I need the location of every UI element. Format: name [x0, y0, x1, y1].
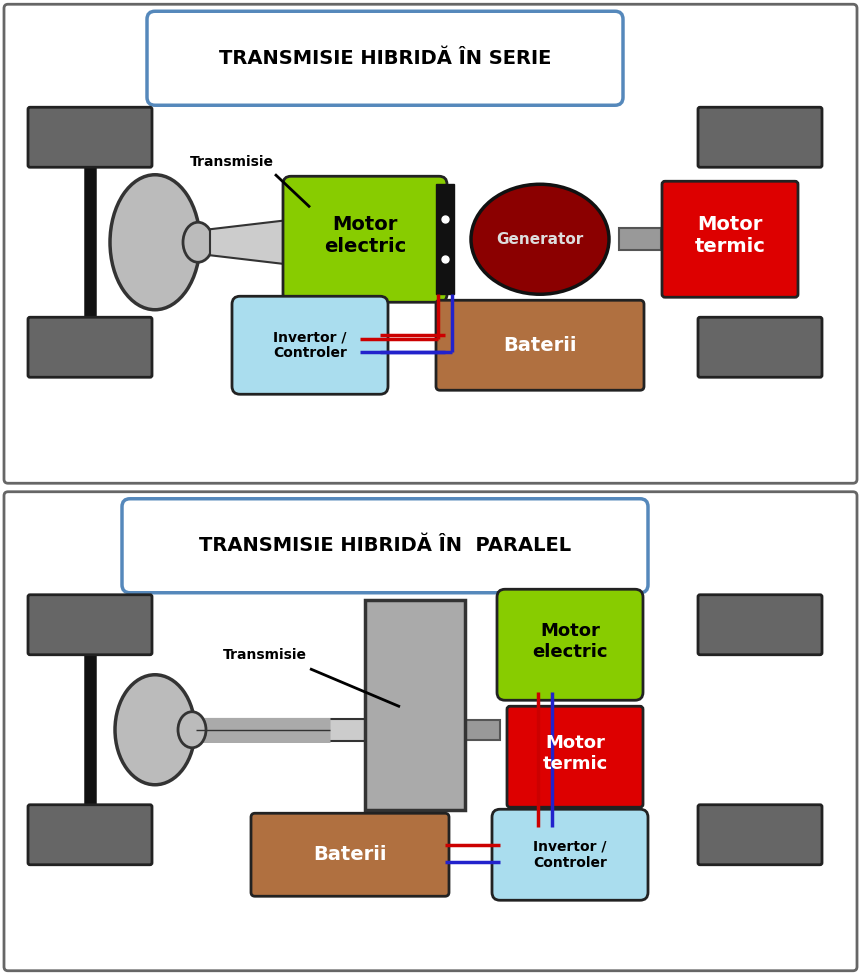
Text: TRANSMISIE HIBRIDĂ ÎN  PARALEL: TRANSMISIE HIBRIDĂ ÎN PARALEL [199, 536, 571, 555]
Ellipse shape [115, 675, 195, 785]
Ellipse shape [110, 175, 200, 310]
FancyBboxPatch shape [497, 589, 643, 700]
FancyBboxPatch shape [662, 181, 798, 297]
Bar [619, 228, 661, 251]
Text: Motor
termic: Motor termic [695, 214, 765, 255]
FancyBboxPatch shape [283, 176, 447, 302]
FancyBboxPatch shape [28, 317, 152, 377]
Text: Motor
termic: Motor termic [542, 734, 608, 773]
Ellipse shape [178, 712, 206, 748]
Text: Motor
electric: Motor electric [324, 214, 406, 255]
FancyBboxPatch shape [492, 809, 648, 900]
Text: TRANSMISIE HIBRIDĂ ÎN SERIE: TRANSMISIE HIBRIDĂ ÎN SERIE [219, 49, 551, 67]
FancyBboxPatch shape [28, 595, 152, 655]
FancyBboxPatch shape [232, 296, 388, 394]
FancyBboxPatch shape [698, 107, 822, 168]
Text: Baterii: Baterii [313, 845, 387, 864]
FancyBboxPatch shape [4, 491, 857, 971]
FancyBboxPatch shape [698, 804, 822, 865]
Bar [365, 600, 465, 810]
Text: Invertor /
Controler: Invertor / Controler [533, 839, 607, 870]
FancyBboxPatch shape [28, 804, 152, 865]
Text: Baterii: Baterii [503, 335, 577, 355]
FancyBboxPatch shape [147, 12, 623, 105]
FancyBboxPatch shape [507, 706, 643, 807]
FancyBboxPatch shape [4, 4, 857, 484]
Bar [196, 719, 434, 741]
Text: Transmisie: Transmisie [223, 647, 307, 662]
Text: Transmisie: Transmisie [190, 155, 274, 170]
Ellipse shape [471, 184, 609, 294]
FancyBboxPatch shape [122, 499, 648, 593]
FancyBboxPatch shape [698, 595, 822, 655]
FancyBboxPatch shape [28, 107, 152, 168]
FancyBboxPatch shape [251, 813, 449, 896]
FancyBboxPatch shape [698, 317, 822, 377]
Text: Invertor /
Controler: Invertor / Controler [273, 331, 347, 361]
Text: Generator: Generator [497, 232, 584, 247]
Bar [436, 184, 454, 294]
Text: Motor
electric: Motor electric [532, 622, 608, 661]
Ellipse shape [183, 222, 213, 262]
Bar [460, 720, 500, 740]
Polygon shape [210, 219, 295, 265]
FancyBboxPatch shape [436, 300, 644, 390]
